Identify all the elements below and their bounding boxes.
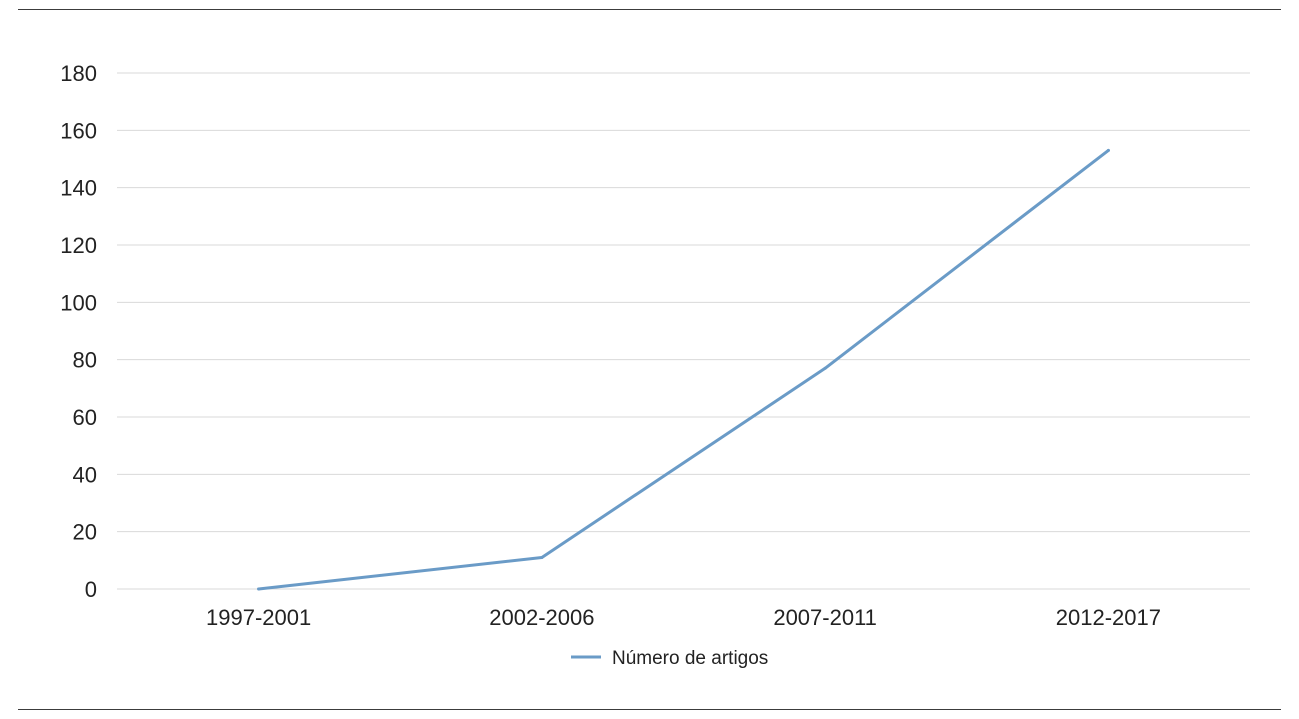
- top-rule: [18, 9, 1281, 10]
- x-tick-label-2007-2011: 2007-2011: [773, 605, 877, 630]
- y-tick-label-60: 60: [73, 405, 97, 430]
- x-tick-label-2012-2017: 2012-2017: [1056, 605, 1161, 630]
- y-tick-label-40: 40: [73, 462, 97, 487]
- x-tick-label-2002-2006: 2002-2006: [489, 605, 594, 630]
- y-tick-label-160: 160: [60, 118, 97, 143]
- gridlines: [117, 72, 1250, 590]
- y-tick-label-100: 100: [60, 290, 97, 315]
- legend: Número de artigos: [571, 648, 768, 669]
- data-point-2002-2006: [540, 555, 544, 559]
- legend-label-0: Número de artigos: [612, 648, 768, 669]
- y-axis-tick-labels: 0 20 40 60 80 100 120 140 160 180: [60, 61, 97, 602]
- x-axis-tick-labels: 1997-2001 2002-2006 2007-2011 2012-2017: [206, 605, 1161, 630]
- y-tick-label-120: 120: [60, 233, 97, 258]
- y-tick-label-80: 80: [73, 348, 97, 373]
- y-tick-label-140: 140: [60, 176, 97, 201]
- data-point-2012-2017: [1106, 148, 1110, 152]
- y-tick-label-20: 20: [73, 520, 97, 545]
- data-point-2007-2011: [823, 366, 827, 370]
- data-point-1997-2001: [257, 587, 261, 591]
- y-tick-label-0: 0: [85, 577, 97, 602]
- y-tick-label-180: 180: [60, 61, 97, 86]
- series-line-0: [257, 148, 1110, 591]
- series-lines: [257, 148, 1110, 591]
- bottom-rule: [18, 709, 1281, 710]
- x-tick-label-1997-2001: 1997-2001: [206, 605, 311, 630]
